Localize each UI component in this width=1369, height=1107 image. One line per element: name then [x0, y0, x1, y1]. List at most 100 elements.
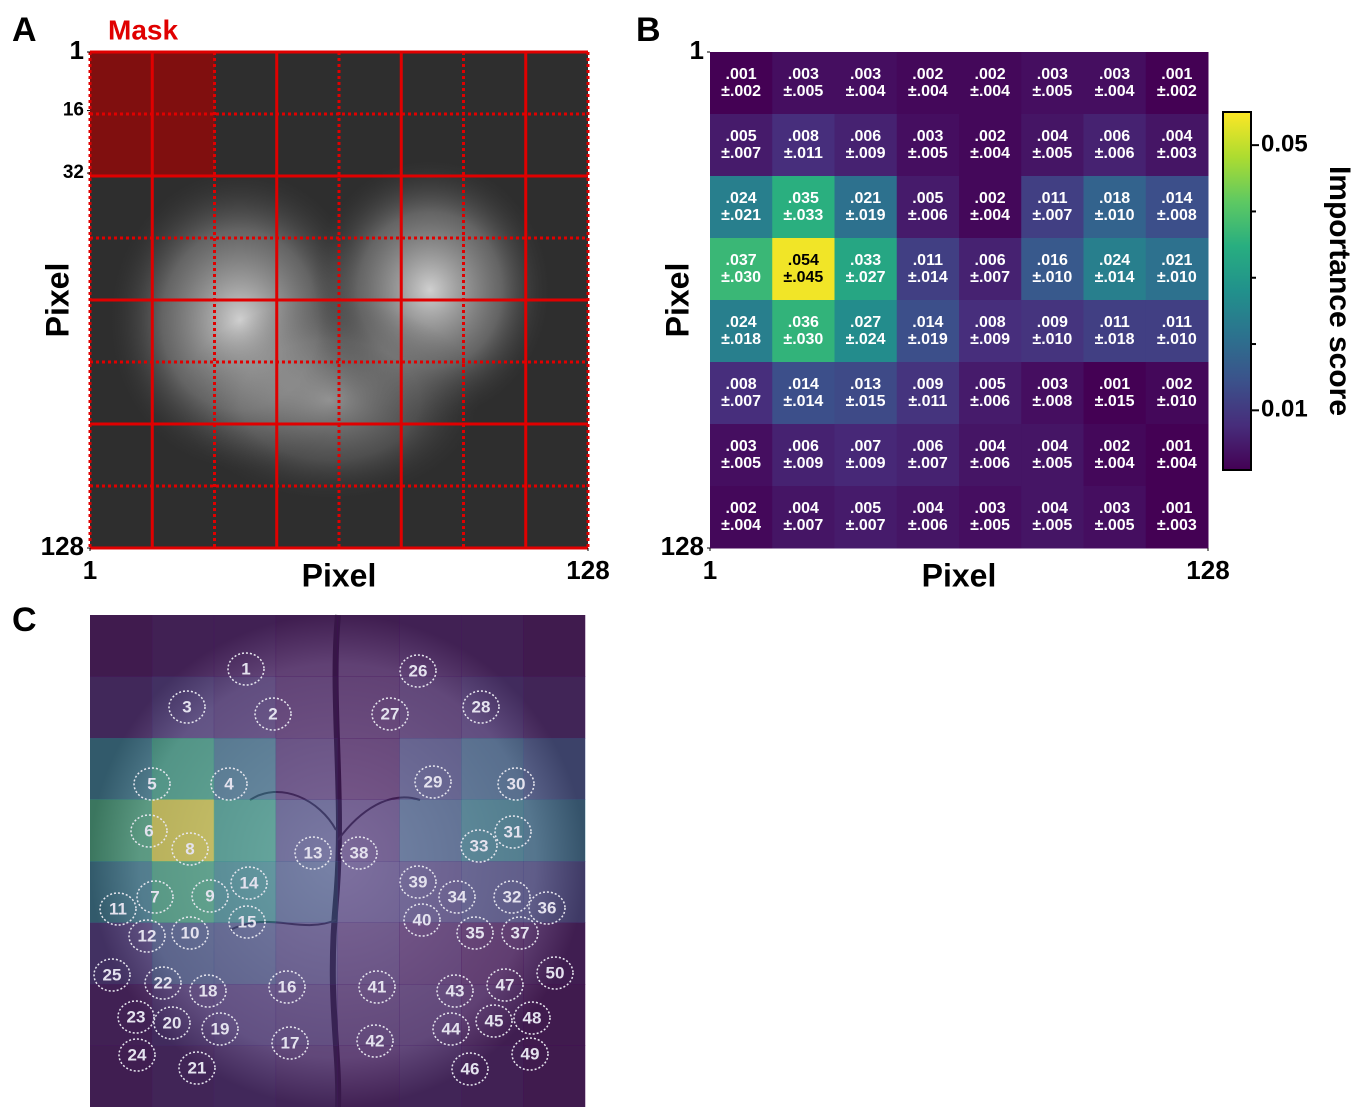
cell-value-label: .014: [788, 376, 819, 393]
cell-error-label: ±.018: [1095, 331, 1135, 348]
y-tick-label: 1: [70, 35, 84, 65]
electrode-label: 6: [144, 821, 153, 840]
cell-value-label: .021: [1161, 252, 1192, 269]
cell-error-label: ±.014: [1095, 269, 1135, 286]
cell-error-label: ±.005: [721, 455, 761, 472]
cell-error-label: ±.004: [1157, 455, 1197, 472]
cell-error-label: ±.030: [783, 331, 823, 348]
cell-value-label: .003: [726, 438, 757, 455]
cell-value-label: .002: [726, 500, 757, 517]
overlay-tile: [523, 800, 585, 862]
x-axis-label: Pixel: [302, 557, 377, 593]
electrode-label: 46: [461, 1059, 480, 1078]
cell-value-label: .011: [913, 252, 943, 269]
electrode-label: 31: [504, 822, 523, 841]
electrode-label: 41: [368, 977, 387, 996]
cell-error-label: ±.005: [1032, 145, 1072, 162]
cell-value-label: .024: [726, 190, 757, 207]
electrode-label: 29: [424, 772, 443, 791]
cell-value-label: .004: [788, 500, 819, 517]
electrode-label: 36: [538, 898, 557, 917]
electrode-label: 27: [381, 704, 400, 723]
cell-error-label: ±.007: [908, 455, 948, 472]
cell-value-label: .002: [975, 66, 1006, 83]
overlay-tile: [152, 738, 214, 800]
cell-error-label: ±.011: [908, 393, 947, 410]
cell-value-label: .001: [1161, 66, 1192, 83]
cell-error-label: ±.006: [908, 207, 948, 224]
electrode-label: 32: [503, 887, 522, 906]
cell-error-label: ±.007: [1032, 207, 1072, 224]
cell-error-label: ±.014: [908, 269, 948, 286]
electrode-label: 25: [103, 965, 122, 984]
y-tick-label: 1: [690, 35, 704, 65]
electrode-label: 7: [150, 887, 159, 906]
electrode-label: 5: [147, 774, 156, 793]
cell-error-label: ±.021: [721, 207, 761, 224]
cell-error-label: ±.015: [846, 393, 886, 410]
cell-error-label: ±.019: [908, 331, 948, 348]
cell-value-label: .004: [1037, 438, 1068, 455]
cell-value-label: .006: [975, 252, 1006, 269]
cell-error-label: ±.006: [908, 517, 948, 534]
cell-value-label: .003: [1099, 66, 1130, 83]
electrode-label: 47: [496, 975, 515, 994]
cell-error-label: ±.007: [783, 517, 823, 534]
cell-value-label: .001: [1099, 376, 1130, 393]
colorbar-tick-label: 0.01: [1261, 396, 1308, 423]
cell-error-label: ±.005: [783, 83, 823, 100]
cell-error-label: ±.004: [846, 83, 886, 100]
electrode-label: 11: [109, 899, 127, 918]
electrode-label: 16: [278, 977, 297, 996]
cell-value-label: .035: [788, 190, 819, 207]
overlay-tile: [523, 738, 585, 800]
electrode-label: 12: [138, 926, 157, 945]
overlay-tile: [276, 861, 338, 923]
electrode-label: 45: [485, 1011, 504, 1030]
cell-error-label: ±.004: [908, 83, 948, 100]
cell-value-label: .001: [726, 66, 757, 83]
cell-value-label: .007: [850, 438, 881, 455]
electrode-label: 2: [268, 704, 277, 723]
overlay-tile: [214, 923, 276, 985]
cell-value-label: .014: [1161, 190, 1192, 207]
y-axis-label: Pixel: [659, 263, 695, 338]
cell-error-label: ±.015: [1095, 393, 1135, 410]
cell-error-label: ±.009: [970, 331, 1010, 348]
cell-value-label: .006: [788, 438, 819, 455]
x-tick-label: 128: [566, 555, 609, 585]
y-tick-label: 16: [63, 100, 84, 121]
electrode-label: 26: [409, 661, 428, 680]
cell-value-label: .002: [1161, 376, 1192, 393]
electrode-label: 49: [521, 1044, 540, 1063]
mask-title: Mask: [108, 14, 178, 45]
cell-error-label: ±.033: [783, 207, 823, 224]
overlay-tile: [399, 1046, 461, 1107]
electrode-label: 50: [546, 963, 565, 982]
cell-value-label: .005: [850, 500, 881, 517]
electrode-label: 13: [304, 843, 323, 862]
cell-value-label: .008: [726, 376, 757, 393]
y-axis-label: Pixel: [39, 263, 75, 338]
cell-value-label: .003: [912, 128, 943, 145]
electrode-label: 44: [442, 1019, 461, 1038]
overlay-tile: [276, 738, 338, 800]
electrode-label: 35: [466, 923, 485, 942]
cell-error-label: ±.005: [1032, 517, 1072, 534]
electrode-label: 43: [446, 981, 465, 1000]
x-tick-label: 1: [703, 555, 717, 585]
y-tick-label: 128: [41, 531, 84, 561]
cell-value-label: .011: [1162, 314, 1192, 331]
cell-value-label: .002: [975, 128, 1006, 145]
cell-error-label: ±.010: [1095, 207, 1135, 224]
overlay-tile: [152, 800, 214, 862]
electrode-label: 24: [128, 1045, 147, 1064]
overlay-tile: [214, 1046, 276, 1107]
cell-error-label: ±.009: [846, 455, 886, 472]
cell-value-label: .002: [1099, 438, 1130, 455]
electrode-label: 3: [182, 697, 191, 716]
overlay-tile: [399, 800, 461, 862]
cell-value-label: .006: [912, 438, 943, 455]
overlay-tile: [152, 615, 214, 677]
cell-error-label: ±.006: [1095, 145, 1135, 162]
